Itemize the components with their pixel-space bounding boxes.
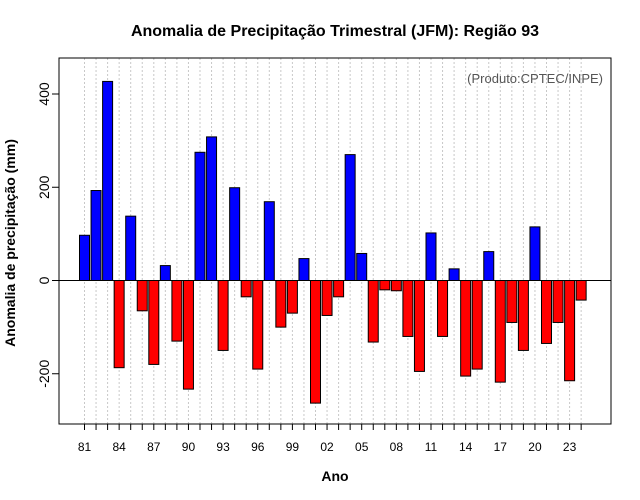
bars: [79, 80, 587, 404]
y-axis-label: Anomalia de precipitação (mm): [2, 139, 18, 347]
bar-2010: [413, 280, 425, 372]
bar-2013: [448, 268, 460, 281]
bar-1996: [252, 280, 264, 370]
y-tick-label: 200: [36, 175, 52, 199]
x-axis: 81 84 87 90 93 96 99 02 05 08 11 14 17 20 23: [78, 424, 582, 454]
x-tick-label: 90: [182, 440, 196, 454]
bar-2003: [333, 280, 345, 298]
bar-1982: [90, 190, 102, 281]
x-tick-label: 17: [494, 440, 508, 454]
bar-2000: [298, 258, 310, 281]
bar-2005: [356, 252, 368, 282]
bar-1984: [113, 280, 125, 369]
y-tick-label: 0: [36, 276, 52, 284]
x-axis-label: Ano: [321, 468, 348, 484]
x-tick-label: 99: [286, 440, 300, 454]
bar-1991: [194, 151, 206, 281]
x-tick-label: 14: [459, 440, 473, 454]
x-tick-label: 96: [251, 440, 265, 454]
bar-2019: [517, 280, 529, 351]
x-tick-label: 02: [320, 440, 334, 454]
chart-title: Anomalia de Precipitação Trimestral (JFM…: [131, 23, 539, 40]
y-tick-label: -200: [36, 360, 52, 388]
bar-2016: [483, 251, 495, 281]
bar-2020: [529, 226, 541, 282]
bar-2021: [541, 280, 552, 344]
bar-2009: [402, 280, 414, 337]
y-tick-label: 400: [36, 82, 52, 106]
bar-1995: [240, 280, 252, 298]
bar-2018: [506, 280, 518, 323]
x-tick-label: 20: [528, 440, 542, 454]
x-tick-label: 23: [563, 440, 577, 454]
bar-2022: [552, 280, 564, 323]
bar-1994: [229, 187, 241, 281]
bar-2014: [460, 280, 472, 377]
bar-2008: [390, 280, 402, 292]
bar-1997: [263, 201, 275, 281]
credit-label: (Produto:CPTEC/INPE): [467, 71, 603, 86]
bar-1983: [102, 80, 114, 281]
bar-1999: [286, 280, 298, 314]
bar-2006: [367, 280, 379, 343]
bar-1986: [136, 280, 148, 312]
bar-2007: [379, 280, 391, 291]
bar-2011: [425, 232, 437, 282]
bar-2004: [344, 154, 356, 281]
x-tick-label: 08: [390, 440, 404, 454]
grid-lines: [84, 58, 582, 424]
bar-1987: [148, 280, 160, 365]
bar-2015: [471, 280, 483, 370]
bar-2017: [494, 280, 506, 383]
bar-1989: [171, 280, 183, 342]
bar-2001: [310, 280, 321, 404]
bar-1981: [79, 234, 90, 281]
bar-2024: [575, 280, 587, 301]
bar-2012: [437, 280, 449, 337]
bar-1993: [217, 280, 229, 351]
bar-1998: [275, 280, 287, 328]
x-tick-label: 81: [78, 440, 92, 454]
plot-frame: [58, 57, 612, 425]
bar-1992: [206, 136, 218, 281]
bar-1985: [125, 215, 137, 281]
bar-1990: [182, 280, 194, 390]
x-tick-label: 05: [355, 440, 369, 454]
x-tick-label: 93: [216, 440, 230, 454]
bar-2023: [564, 280, 576, 382]
x-tick-label: 11: [425, 440, 438, 454]
x-tick-label: 87: [147, 440, 161, 454]
bar-1988: [159, 265, 171, 281]
bar-2002: [321, 280, 333, 316]
x-tick-label: 84: [112, 440, 126, 454]
y-axis: -200 0 200 400: [36, 82, 59, 388]
